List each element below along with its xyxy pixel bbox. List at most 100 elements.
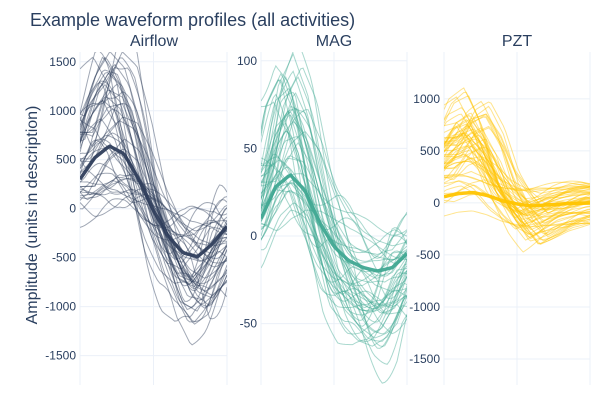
waveform-line xyxy=(444,192,590,226)
panel-mag: MAG 100 50 0 -50 xyxy=(237,33,408,385)
waveform-line xyxy=(80,56,227,322)
waveform-line xyxy=(80,103,227,290)
waveform-line xyxy=(80,174,227,309)
waveform-line xyxy=(261,75,407,365)
waveform-line xyxy=(444,122,590,210)
waveform-line xyxy=(444,132,590,253)
waveform-line xyxy=(261,131,407,247)
waveform-line xyxy=(80,116,227,254)
y-tick-label: 1500 xyxy=(49,55,76,69)
waveform-line xyxy=(261,159,407,323)
waveform-line xyxy=(261,189,407,316)
waveform-line xyxy=(80,83,227,309)
waveform-line xyxy=(80,138,227,232)
waveform-line xyxy=(80,91,227,263)
waveform-line xyxy=(261,87,407,334)
waveform-line xyxy=(444,115,590,224)
waveform-line xyxy=(80,148,227,297)
waveform-line xyxy=(444,125,590,230)
waveform-line xyxy=(80,66,227,311)
waveform-line xyxy=(261,141,407,315)
waveform-line xyxy=(80,81,227,281)
waveform-line xyxy=(80,57,227,325)
waveform-line xyxy=(444,134,590,245)
y-tick-label: -500 xyxy=(416,248,440,262)
waveform-line xyxy=(80,181,227,236)
waveform-line xyxy=(261,76,407,310)
waveform-line xyxy=(261,52,407,314)
waveform-line xyxy=(261,64,407,308)
waveform-line xyxy=(261,191,407,308)
waveform-line xyxy=(261,156,407,254)
waveform-line xyxy=(261,108,407,285)
waveform-line xyxy=(444,87,590,224)
panel-title-pzt: PZT xyxy=(502,33,532,50)
waveform-line xyxy=(444,158,590,241)
waveform-line xyxy=(444,210,590,228)
y-tick-label: -1000 xyxy=(409,300,440,314)
waveform-line xyxy=(80,138,227,299)
waveform-line xyxy=(444,185,590,228)
waveform-line xyxy=(444,138,590,235)
waveform-line xyxy=(444,154,590,220)
waveform-line xyxy=(444,107,590,214)
waveform-line xyxy=(261,78,407,346)
waveform-line xyxy=(80,172,227,241)
waveform-line xyxy=(444,96,590,219)
waveform-line xyxy=(261,130,407,314)
waveform-line xyxy=(261,209,407,312)
waveform-line xyxy=(261,109,407,335)
waveform-line xyxy=(80,52,227,307)
y-tick-label: 0 xyxy=(433,196,440,210)
waveform-line xyxy=(261,72,407,309)
waveform-line xyxy=(261,122,407,347)
waveform-line xyxy=(444,157,590,235)
waveform-line xyxy=(261,91,407,384)
waveform-line xyxy=(261,130,407,339)
waveform-line xyxy=(261,70,407,307)
waveform-line xyxy=(80,119,227,287)
waveform-line xyxy=(444,153,590,215)
y-tick-label: 0 xyxy=(250,229,257,243)
waveform-line xyxy=(261,136,407,300)
waveform-line xyxy=(261,120,407,262)
waveform-line xyxy=(261,157,407,343)
waveform-line xyxy=(261,111,407,255)
waveform-line xyxy=(444,139,590,216)
waveform-line xyxy=(80,193,227,278)
waveform-line xyxy=(80,198,227,268)
waveform-line xyxy=(444,170,590,210)
waveform-line xyxy=(80,162,227,262)
waveform-line xyxy=(261,157,407,327)
waveform-line xyxy=(444,113,590,213)
panel-pzt: PZT 1000 500 0 -500 -1000 -1500 xyxy=(409,33,591,385)
gridlines xyxy=(79,52,228,385)
mean-waveform-line xyxy=(261,173,407,273)
waveform-line xyxy=(261,202,407,306)
y-tick-label: 500 xyxy=(420,144,440,158)
waveform-line xyxy=(80,52,227,284)
y-tick-label: 500 xyxy=(56,153,76,167)
waveform-line xyxy=(444,125,590,229)
waveform-line xyxy=(444,119,590,206)
waveform-line xyxy=(261,189,407,335)
waveform-line xyxy=(80,52,227,302)
waveform-line xyxy=(444,114,590,236)
waveform-line xyxy=(444,125,590,242)
y-tick-label: -1500 xyxy=(45,349,76,363)
waveform-line xyxy=(444,133,590,216)
waveform-line xyxy=(261,166,407,259)
y-tick-label: -1000 xyxy=(45,300,76,314)
y-tick-label: 100 xyxy=(237,54,257,68)
waveform-line xyxy=(261,153,407,287)
waveform-line xyxy=(80,80,227,323)
waveform-line xyxy=(444,173,590,191)
waveform-line xyxy=(444,160,590,192)
waveform-line xyxy=(444,146,590,245)
waveform-line xyxy=(444,105,590,236)
waveform-line xyxy=(80,190,227,285)
waveform-line xyxy=(261,209,407,261)
waveform-line xyxy=(80,83,227,292)
